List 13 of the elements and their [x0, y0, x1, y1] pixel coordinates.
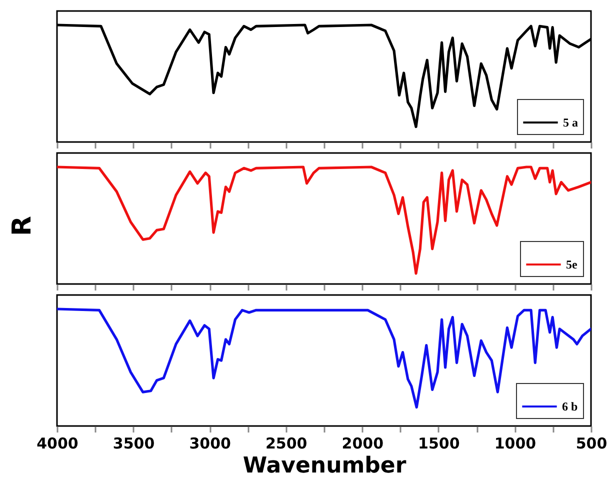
- x-tick-label: 4000: [36, 434, 78, 452]
- x-tick-label: 500: [576, 434, 608, 452]
- legend-label: 5 a: [563, 116, 578, 130]
- x-tick-label: 1500: [418, 434, 460, 452]
- legend-label: 6 b: [562, 400, 578, 414]
- y-axis-title: R: [8, 216, 38, 236]
- x-tick-label: 3000: [189, 434, 231, 452]
- x-tick-label: 2000: [342, 434, 384, 452]
- x-axis-title: Wavenumber: [242, 454, 406, 478]
- x-tick-label: 1000: [494, 434, 536, 452]
- x-tick-label: 3500: [112, 434, 155, 452]
- legend-label: 5e: [566, 258, 578, 272]
- x-tick-label: 2500: [265, 434, 308, 452]
